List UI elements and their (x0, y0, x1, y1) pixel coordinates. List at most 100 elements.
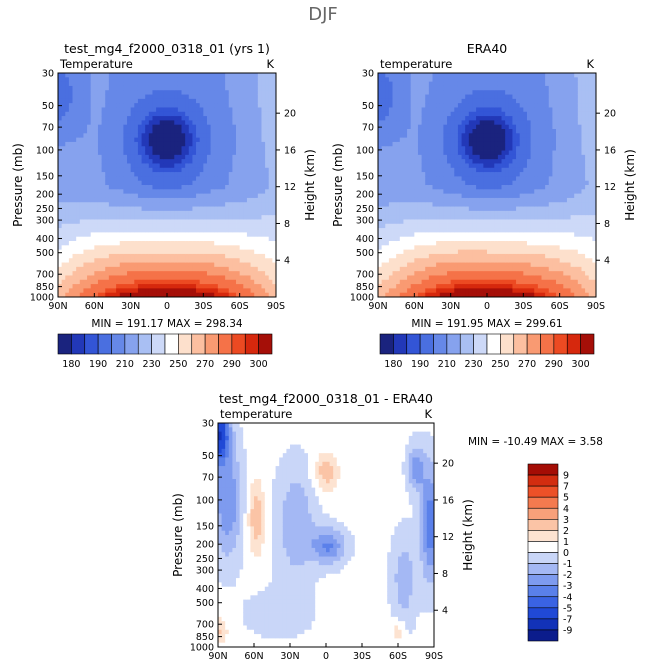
heatmap-cell (141, 258, 146, 263)
heatmap-cell (79, 176, 84, 182)
heatmap-cell (119, 219, 124, 225)
heatmap-cell (170, 245, 175, 251)
heatmap-cell (58, 249, 63, 255)
heatmap-cell (403, 90, 408, 95)
heatmap-cell (152, 232, 157, 238)
heatmap-cell (112, 180, 117, 186)
heatmap-cell (428, 180, 433, 186)
heatmap-cell (432, 150, 437, 156)
heatmap-cell (428, 258, 433, 263)
heatmap-cell (468, 150, 473, 156)
heatmap-cell (407, 103, 412, 108)
heatmap-cell (487, 77, 492, 83)
heatmap-cell (461, 172, 466, 177)
heatmap-cell (148, 90, 153, 95)
heatmap-cell (217, 236, 222, 242)
heatmap-cell (457, 271, 462, 276)
heatmap-cell (116, 232, 121, 238)
heatmap-cell (268, 103, 273, 108)
heatmap-cell (428, 141, 433, 147)
heatmap-cell (68, 107, 73, 113)
heatmap-cell (68, 262, 73, 268)
heatmap-cell (396, 245, 401, 251)
heatmap-cell (148, 129, 153, 134)
heatmap-cell (116, 137, 121, 143)
heatmap-cell (119, 180, 124, 186)
heatmap-cell (425, 228, 430, 233)
heatmap-cell (268, 77, 273, 83)
heatmap-cell (90, 116, 95, 121)
heatmap-cell (246, 176, 251, 182)
heatmap-cell (261, 228, 266, 233)
heatmap-cell (206, 215, 211, 220)
heatmap-cell (112, 253, 117, 259)
heatmap-cell (148, 189, 153, 195)
x-tick-label: 90N (48, 301, 67, 312)
heatmap-cell (450, 236, 455, 242)
heatmap-cell (457, 236, 462, 242)
heatmap-cell (228, 219, 233, 225)
heatmap-cell (199, 210, 204, 216)
heatmap-cell (388, 141, 393, 147)
heatmap-cell (137, 85, 142, 91)
heatmap-cell (217, 98, 222, 104)
heatmap-cell (61, 223, 66, 229)
heatmap-cell (127, 81, 132, 87)
heatmap-cell (174, 120, 179, 126)
heatmap-cell (159, 172, 164, 177)
heatmap-cell (192, 228, 197, 233)
heatmap-cell (203, 103, 208, 108)
heatmap-cell (123, 94, 128, 100)
heatmap-cell (257, 73, 262, 78)
heatmap-cell (494, 150, 499, 156)
heatmap-cell (87, 249, 92, 255)
y-tick-label: 700 (36, 270, 54, 281)
heatmap-cell (156, 176, 161, 182)
heatmap-cell (439, 249, 444, 255)
heatmap-cell (134, 210, 139, 216)
heatmap-cell (61, 253, 66, 259)
heatmap-cell (105, 232, 110, 238)
heatmap-cell (443, 116, 448, 121)
heatmap-cell (127, 111, 132, 117)
heatmap-cell (232, 120, 237, 126)
heatmap-cell (108, 266, 113, 272)
heatmap-cell (254, 249, 259, 255)
heatmap-cell (152, 154, 157, 160)
heatmap-cell (127, 137, 132, 143)
heatmap-cell (210, 202, 215, 207)
heatmap-cell (378, 98, 383, 104)
heatmap-cell (450, 258, 455, 263)
heatmap-cell (148, 275, 153, 281)
heatmap-cell (461, 228, 466, 233)
heatmap-cell (76, 124, 81, 130)
heatmap-cell (105, 124, 110, 130)
heatmap-cell (97, 206, 102, 212)
heatmap-cell (177, 215, 182, 220)
heatmap-cell (116, 241, 121, 246)
heatmap-cell (254, 154, 259, 160)
heatmap-cell (254, 150, 259, 156)
heatmap-cell (170, 154, 175, 160)
y-tick-label: 200 (36, 190, 54, 201)
heatmap-cell (87, 94, 92, 100)
heatmap-cell (432, 206, 437, 212)
heatmap-cell (97, 176, 102, 182)
heatmap-cell (167, 107, 172, 113)
heatmap-cell (181, 180, 186, 186)
heatmap-cell (116, 163, 121, 169)
heatmap-cell (465, 258, 470, 263)
heatmap-cell (410, 266, 415, 272)
heatmap-cell (148, 73, 153, 78)
heatmap-cell (399, 167, 404, 173)
heatmap-cell (450, 81, 455, 87)
heatmap-cell (465, 284, 470, 289)
heatmap-cell (119, 141, 124, 147)
heatmap-cell (468, 73, 473, 78)
heatmap-cell (239, 279, 244, 285)
heatmap-cell (97, 189, 102, 195)
heatmap-cell (243, 163, 248, 169)
heatmap-cell (436, 262, 441, 268)
y-tick-label: 250 (36, 204, 54, 215)
heatmap-cell (381, 223, 386, 229)
